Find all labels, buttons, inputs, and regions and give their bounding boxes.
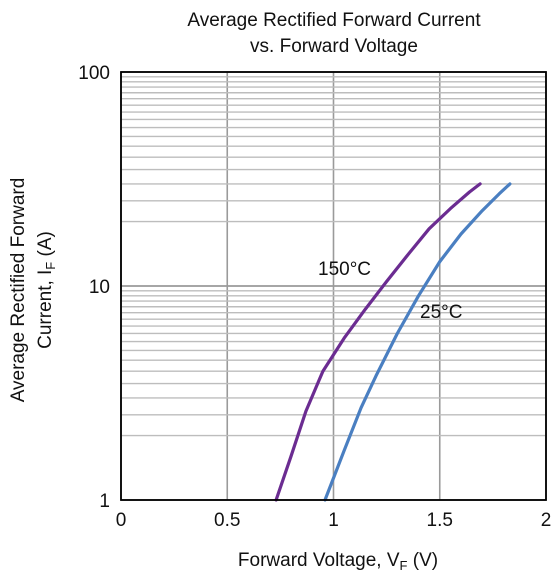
plot-frame: [120, 71, 547, 501]
x-tick-label: 0: [116, 510, 127, 531]
grid: [120, 71, 547, 501]
series-line-25c: [323, 182, 512, 502]
y-axis-label: Average Rectified Forward Current, IF (A…: [8, 178, 58, 403]
x-axis-label-unit: (V): [407, 550, 438, 571]
y-axis-label-line2: Current, IF (A): [35, 231, 58, 349]
series-label-25c: 25°C: [420, 302, 462, 323]
y-axis-label-unit: (A): [35, 231, 56, 262]
chart-title-line1: Average Rectified Forward Current: [187, 10, 481, 31]
series-line-150c: [274, 182, 482, 502]
y-axis-label-subscript: F: [43, 262, 58, 270]
y-axis-label-main: Current, I: [35, 270, 56, 349]
series-label-150c: 150°C: [318, 259, 371, 280]
x-tick-label: 0.5: [214, 510, 240, 531]
y-tick-label: 1: [99, 491, 110, 512]
x-axis-label-subscript: F: [400, 558, 408, 573]
y-tick-label: 100: [78, 63, 110, 84]
x-axis-label-main: Forward Voltage, V: [238, 550, 400, 571]
tick-labels: 0 0.5 1 1.5 2 1 10 100: [78, 63, 551, 531]
chart-title-line2: vs. Forward Voltage: [250, 36, 418, 57]
series-group: [274, 182, 512, 502]
x-axis-label: Forward Voltage, VF (V): [238, 550, 438, 573]
x-tick-label: 2: [541, 510, 552, 531]
y-tick-label: 10: [89, 277, 110, 298]
x-tick-label: 1.5: [427, 510, 453, 531]
y-axis-label-line1: Average Rectified Forward: [8, 178, 29, 403]
x-tick-label: 1: [328, 510, 339, 531]
